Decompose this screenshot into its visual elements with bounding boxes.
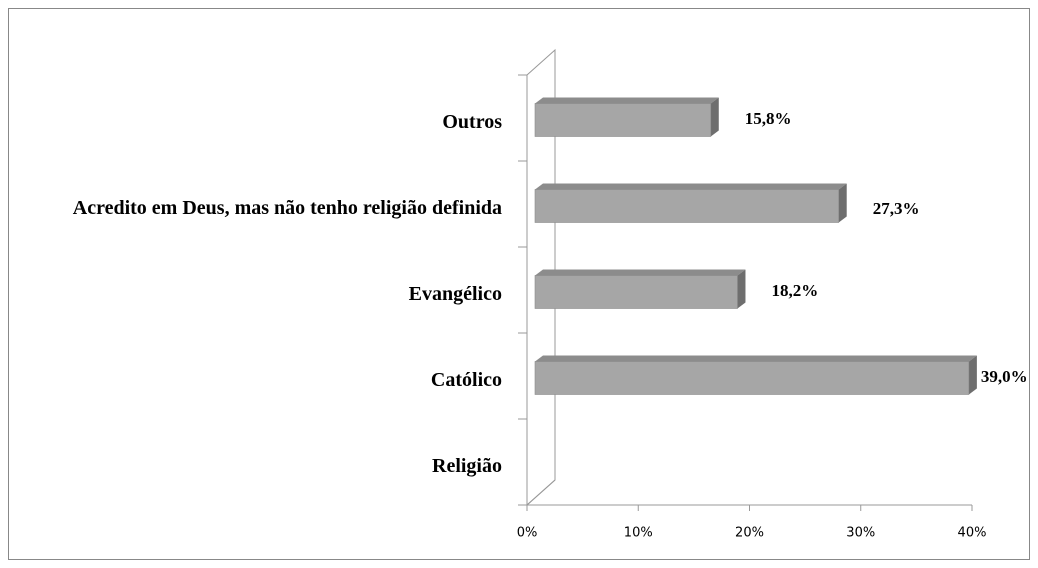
bar xyxy=(534,103,712,137)
x-tick-label: 30% xyxy=(846,526,875,541)
bar-top xyxy=(535,183,847,190)
y-tick-label: Outros xyxy=(442,111,502,133)
y-tick-label: Evangélico xyxy=(408,283,502,305)
bar-side xyxy=(737,269,746,309)
x-axis-back xyxy=(526,479,556,506)
x-tick-label: 20% xyxy=(735,526,764,541)
value-label: 15,8% xyxy=(745,109,792,128)
x-tick-label: 10% xyxy=(624,526,653,541)
value-label: 39,0% xyxy=(981,367,1028,386)
x-tick-label: 0% xyxy=(517,526,538,541)
bar-top xyxy=(535,97,719,104)
bar-side xyxy=(838,183,847,223)
bar-side xyxy=(710,97,719,137)
bar xyxy=(534,275,738,309)
bar-top xyxy=(535,355,977,362)
bar-top xyxy=(535,269,746,276)
y-tick-label: Religião xyxy=(432,455,502,477)
bar xyxy=(534,361,970,395)
y-tick-label: Acredito em Deus, mas não tenho religião… xyxy=(72,197,502,219)
x-tick-label: 40% xyxy=(958,526,987,541)
bar-side xyxy=(968,355,977,395)
y-tick-label: Católico xyxy=(430,369,502,391)
chart-border xyxy=(8,8,1030,560)
value-label: 27,3% xyxy=(873,199,920,218)
value-label: 18,2% xyxy=(771,281,818,300)
bar xyxy=(534,189,840,223)
